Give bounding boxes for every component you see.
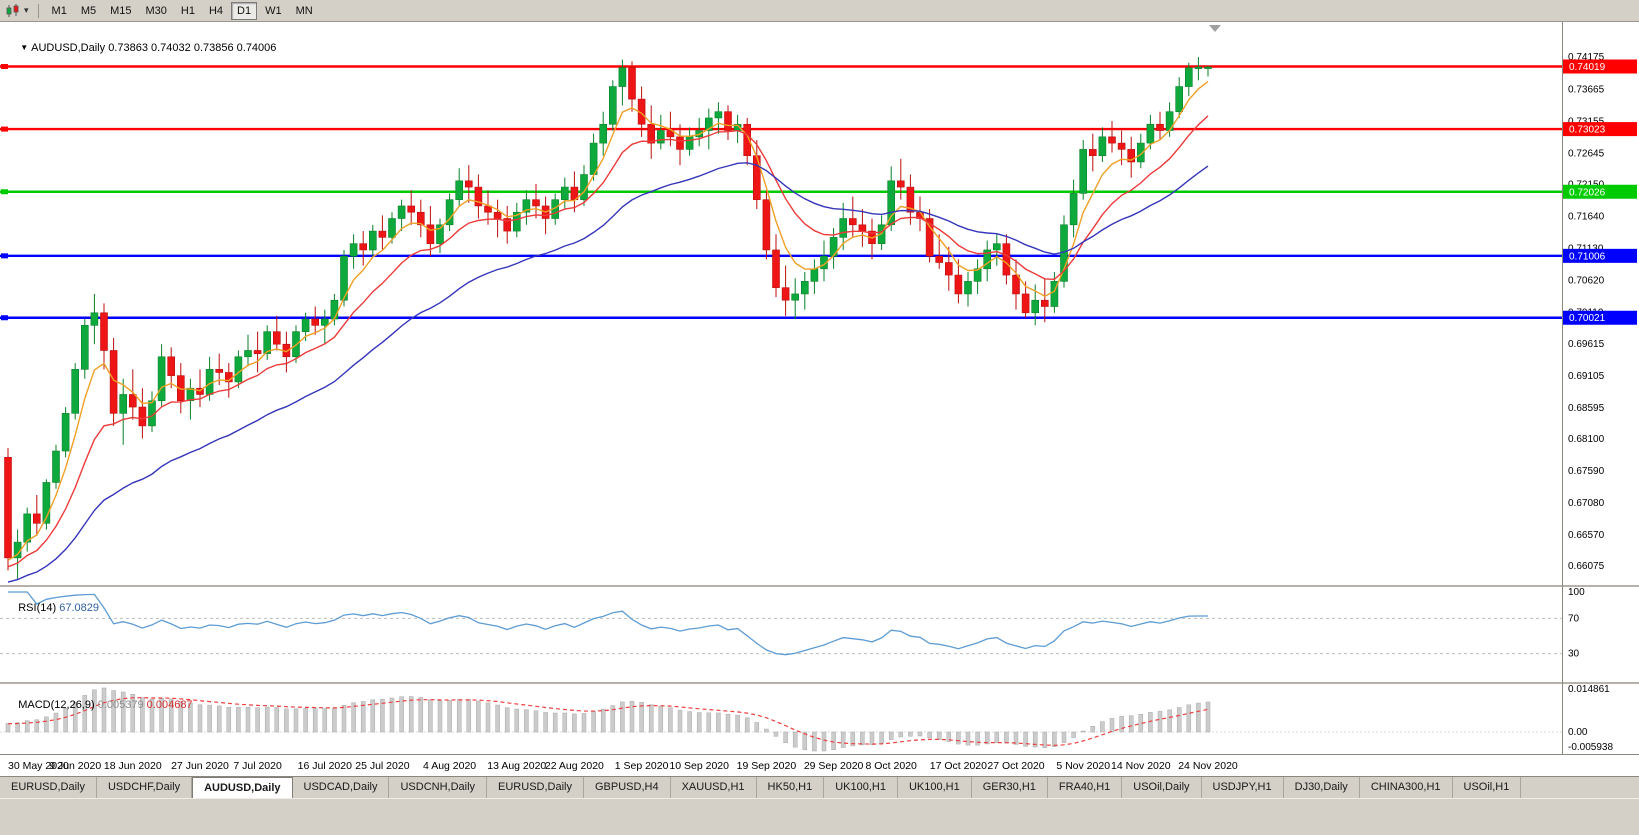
chart-tab-dj30-daily[interactable]: DJ30,Daily bbox=[1283, 777, 1360, 798]
svg-text:0.69105: 0.69105 bbox=[1568, 371, 1605, 382]
main-chart-pane[interactable] bbox=[0, 22, 1562, 585]
chart-tab-usdcad-daily[interactable]: USDCAD,Daily bbox=[292, 777, 390, 798]
chart-background bbox=[0, 22, 1639, 776]
chart-tab-xauusd-h1[interactable]: XAUUSD,H1 bbox=[670, 777, 757, 798]
timeframe-button-m15[interactable]: M15 bbox=[110, 4, 132, 17]
panel-separator[interactable] bbox=[0, 682, 1639, 684]
svg-text:0.71640: 0.71640 bbox=[1568, 212, 1605, 223]
svg-text:9 Jun 2020: 9 Jun 2020 bbox=[49, 760, 101, 772]
chart-tab-eurusd-daily[interactable]: EURUSD,Daily bbox=[0, 777, 97, 798]
svg-text:30: 30 bbox=[1568, 649, 1580, 660]
svg-text:0.68595: 0.68595 bbox=[1568, 403, 1605, 414]
svg-text:0.67080: 0.67080 bbox=[1568, 498, 1605, 509]
chart-tab-ger30-h1[interactable]: GER30,H1 bbox=[971, 777, 1048, 798]
svg-text:10 Sep 2020: 10 Sep 2020 bbox=[669, 760, 729, 772]
chart-tab-china300-h1[interactable]: CHINA300,H1 bbox=[1359, 777, 1453, 798]
svg-text:27 Oct 2020: 27 Oct 2020 bbox=[987, 760, 1044, 772]
timeframe-button-m30[interactable]: M30 bbox=[145, 4, 167, 17]
svg-text:0.74019: 0.74019 bbox=[1569, 62, 1606, 73]
mini-candles-glyph bbox=[6, 3, 19, 17]
chart-tab-usdcnh-daily[interactable]: USDCNH,Daily bbox=[389, 777, 488, 798]
svg-text:0.73665: 0.73665 bbox=[1568, 84, 1605, 95]
price-line-tags: 0.74019 0.73023 0.72026 0.71006 0.70021 bbox=[1563, 59, 1637, 325]
chart-tab-gbpusd-h4[interactable]: GBPUSD,H4 bbox=[584, 777, 671, 798]
svg-text:24 Nov 2020: 24 Nov 2020 bbox=[1178, 760, 1238, 772]
timeframe-toolbar: ▾ M1 M5 M15 M30 H1 H4 D1 W1 MN bbox=[0, 0, 1639, 22]
svg-text:30 May 2020: 30 May 2020 bbox=[8, 760, 69, 772]
chart-tab-eurusd-daily[interactable]: EURUSD,Daily bbox=[487, 777, 584, 798]
svg-text:0.73155: 0.73155 bbox=[1568, 116, 1605, 127]
chart-type-dropdown-icon[interactable]: ▾ bbox=[24, 5, 29, 15]
chart-tab-usoil-daily[interactable]: USOil,Daily bbox=[1122, 777, 1202, 798]
chart-type-icon[interactable] bbox=[4, 2, 22, 20]
rsi-pane: 100 70 30 bbox=[0, 587, 1585, 660]
chart-tab-fra40-h1[interactable]: FRA40,H1 bbox=[1047, 777, 1123, 798]
svg-text:-0.005938: -0.005938 bbox=[1568, 742, 1613, 753]
svg-text:16 Jul 2020: 16 Jul 2020 bbox=[298, 760, 352, 772]
horizontal-lines[interactable] bbox=[0, 64, 1562, 321]
svg-text:0.70021: 0.70021 bbox=[1569, 313, 1606, 324]
svg-text:0.72645: 0.72645 bbox=[1568, 148, 1605, 159]
panel-separator[interactable] bbox=[0, 585, 1639, 587]
timeframe-button-m1[interactable]: M1 bbox=[51, 4, 67, 17]
chart-tab-uk100-h1[interactable]: UK100,H1 bbox=[824, 777, 898, 798]
svg-text:0.73023: 0.73023 bbox=[1569, 125, 1606, 136]
svg-text:22 Aug 2020: 22 Aug 2020 bbox=[545, 760, 604, 772]
date-axis-labels: 30 May 20209 Jun 202018 Jun 2020 27 Jun 2… bbox=[8, 760, 1238, 772]
chart-window: 0.741750.736650.731550.726450.721500.716… bbox=[0, 22, 1639, 776]
timeframe-button-d1[interactable]: D1 bbox=[231, 1, 258, 20]
svg-text:100: 100 bbox=[1568, 587, 1585, 598]
chart-tab-usdchf-daily[interactable]: USDCHF,Daily bbox=[96, 777, 193, 798]
svg-text:0.67590: 0.67590 bbox=[1568, 466, 1605, 477]
svg-text:7 Jul 2020: 7 Jul 2020 bbox=[233, 760, 282, 772]
svg-text:17 Oct 2020: 17 Oct 2020 bbox=[930, 760, 987, 772]
rsi-line bbox=[8, 591, 1208, 656]
macd-pane-hit[interactable] bbox=[0, 684, 1562, 754]
svg-text:27 Jun 2020: 27 Jun 2020 bbox=[171, 760, 229, 772]
timeframe-buttons-group: M1 M5 M15 M30 H1 H4 D1 W1 MN bbox=[46, 1, 319, 20]
svg-text:0.72026: 0.72026 bbox=[1569, 187, 1606, 198]
chart-canvas[interactable]: 0.741750.736650.731550.726450.721500.716… bbox=[0, 22, 1639, 776]
svg-text:0.71006: 0.71006 bbox=[1569, 251, 1606, 262]
rsi-pane-hit[interactable] bbox=[0, 587, 1562, 682]
svg-text:13 Aug 2020: 13 Aug 2020 bbox=[487, 760, 546, 772]
timeframe-button-h4[interactable]: H4 bbox=[208, 4, 224, 17]
chart-tab-hk50-h1[interactable]: HK50,H1 bbox=[756, 777, 825, 798]
svg-text:0.014861: 0.014861 bbox=[1568, 684, 1610, 695]
chart-tab-uk100-h1[interactable]: UK100,H1 bbox=[897, 777, 972, 798]
timeframe-button-m5[interactable]: M5 bbox=[80, 4, 97, 17]
price-axis[interactable] bbox=[1562, 22, 1639, 754]
status-bar bbox=[0, 798, 1639, 835]
svg-text:0.66570: 0.66570 bbox=[1568, 530, 1605, 541]
moving-average-lines bbox=[7, 81, 1209, 583]
chart-shift-marker-icon bbox=[1209, 25, 1221, 32]
chart-tab-usoil-h1[interactable]: USOil,H1 bbox=[1452, 777, 1522, 798]
svg-text:0.74175: 0.74175 bbox=[1568, 52, 1605, 63]
date-axis[interactable] bbox=[0, 754, 1639, 776]
svg-text:29 Sep 2020: 29 Sep 2020 bbox=[804, 760, 864, 772]
chart-tabs-bar: EURUSD,Daily USDCHF,Daily AUDUSD,Daily USDC… bbox=[0, 776, 1639, 798]
svg-text:25 Jul 2020: 25 Jul 2020 bbox=[355, 760, 409, 772]
svg-text:70: 70 bbox=[1568, 613, 1580, 624]
svg-text:8 Oct 2020: 8 Oct 2020 bbox=[866, 760, 918, 772]
svg-text:0.00: 0.00 bbox=[1568, 727, 1588, 738]
svg-text:5 Nov 2020: 5 Nov 2020 bbox=[1056, 760, 1110, 772]
macd-signal-line bbox=[7, 697, 1209, 747]
timeframe-button-w1[interactable]: W1 bbox=[265, 4, 282, 17]
svg-text:0.68100: 0.68100 bbox=[1568, 434, 1605, 445]
toolbar-separator bbox=[37, 3, 39, 18]
timeframe-button-h1[interactable]: H1 bbox=[180, 4, 195, 17]
candles bbox=[4, 57, 1212, 580]
svg-text:4 Aug 2020: 4 Aug 2020 bbox=[423, 760, 476, 772]
svg-text:0.70620: 0.70620 bbox=[1568, 276, 1605, 287]
chart-tab-usdjpy-h1[interactable]: USDJPY,H1 bbox=[1201, 777, 1284, 798]
svg-text:14 Nov 2020: 14 Nov 2020 bbox=[1111, 760, 1171, 772]
svg-text:0.66075: 0.66075 bbox=[1568, 561, 1605, 572]
svg-text:19 Sep 2020: 19 Sep 2020 bbox=[737, 760, 797, 772]
svg-text:0.69615: 0.69615 bbox=[1568, 339, 1605, 350]
timeframe-button-mn[interactable]: MN bbox=[295, 4, 313, 17]
chart-tab-audusd-daily[interactable]: AUDUSD,Daily bbox=[192, 777, 293, 798]
svg-text:18 Jun 2020: 18 Jun 2020 bbox=[104, 760, 162, 772]
svg-text:1 Sep 2020: 1 Sep 2020 bbox=[615, 760, 669, 772]
